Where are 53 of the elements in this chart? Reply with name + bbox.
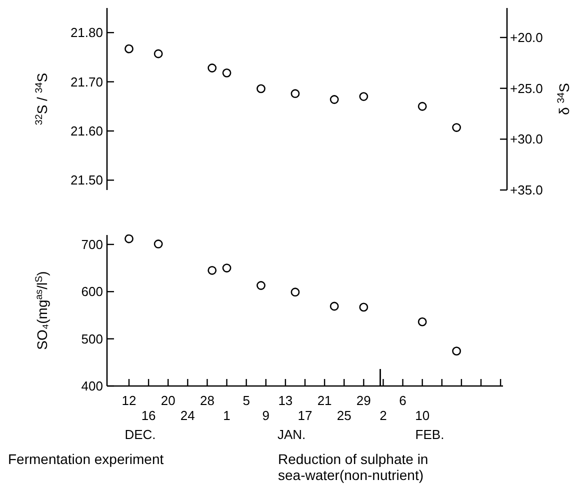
x-tick-label: 24: [180, 408, 195, 423]
point: [452, 346, 462, 356]
x-tick-label: 29: [356, 393, 371, 408]
x-tick-label: 13: [278, 393, 293, 408]
point: [452, 123, 462, 132]
text: Fermentation experiment: [8, 451, 164, 467]
x-tick-label: 21: [317, 393, 332, 408]
text: FEB.: [415, 427, 444, 442]
point: [418, 317, 427, 326]
y2-tick-label: +30.0: [510, 132, 543, 147]
text: DEC.: [124, 427, 156, 442]
x-tick-label: 16: [141, 408, 156, 423]
point: [124, 234, 134, 244]
x-tick-label: 1: [223, 408, 230, 423]
point: [330, 95, 339, 104]
point: [359, 92, 368, 101]
y-tick-label: 21.60: [70, 124, 103, 139]
text: Reduction of sulphate in sea-water(non-nutrient): [278, 451, 428, 483]
y-tick-label: 21.70: [70, 74, 103, 90]
point: [222, 264, 232, 272]
y2-tick-label: +35.0: [510, 182, 543, 198]
point: [418, 102, 427, 111]
x-tick-label: 28: [200, 393, 214, 408]
text: JAN.: [277, 427, 306, 442]
point: [222, 68, 232, 78]
y-tick-label: 21.50: [70, 172, 103, 188]
y-tick-label: 600: [81, 284, 103, 300]
y-tick-label: 500: [81, 331, 103, 346]
point: [256, 84, 266, 94]
point: [154, 49, 163, 58]
x-tick-label: 2: [380, 408, 387, 423]
x-tick-label: 6: [399, 393, 406, 408]
y-tick-label: 400: [81, 378, 103, 394]
point: [330, 302, 339, 311]
point: [208, 266, 217, 275]
x-tick-label: 25: [336, 408, 352, 423]
x-tick-label: 17: [298, 408, 312, 423]
y-tick-label: 21.80: [70, 25, 103, 40]
y2-tick-label: +20.0: [510, 30, 543, 46]
point: [359, 302, 368, 312]
x-tick-label: 20: [160, 393, 176, 408]
x-tick-label: 10: [415, 408, 430, 423]
x-tick-label: 12: [122, 393, 136, 408]
point: [124, 44, 134, 54]
x-tick-label: 5: [242, 393, 250, 408]
y2-tick-label: +25.0: [510, 80, 543, 96]
x-tick-label: 9: [262, 408, 270, 423]
y-tick-label: 700: [81, 236, 103, 252]
point: [290, 89, 300, 98]
point: [208, 64, 217, 72]
point: [154, 240, 163, 248]
point: [256, 281, 266, 290]
point: [290, 288, 300, 297]
